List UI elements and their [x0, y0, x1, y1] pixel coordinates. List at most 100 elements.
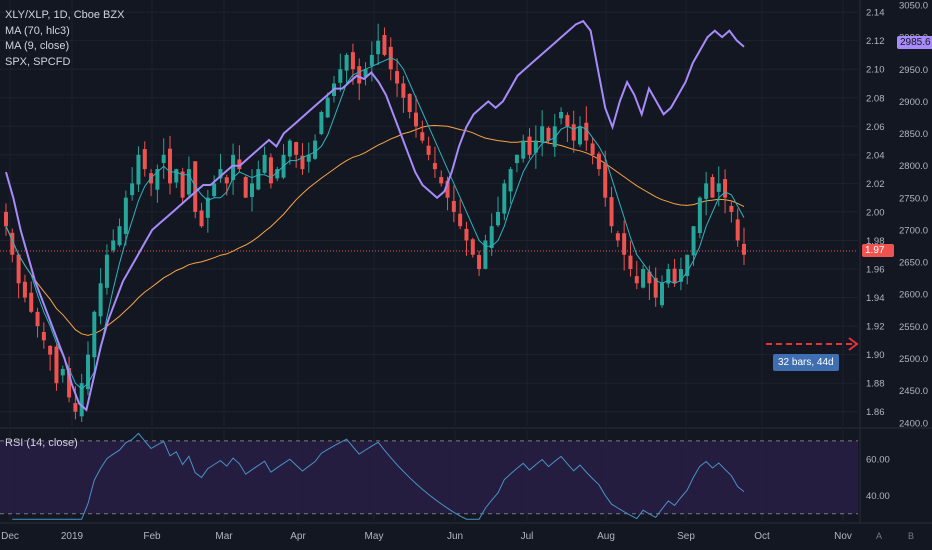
candle-body: [483, 240, 488, 269]
rsi-axis-ticks: 40.00 60.00: [866, 455, 890, 502]
ma9-label[interactable]: MA (9, close): [5, 40, 70, 52]
candle-body: [691, 226, 696, 256]
rsi-line: [12, 432, 745, 520]
candle-body: [641, 269, 646, 288]
price-tick-label: 2.14: [866, 8, 885, 19]
candle-body: [615, 233, 620, 241]
candle-body: [41, 331, 46, 341]
candle-body: [306, 154, 311, 162]
candle-body: [300, 155, 305, 170]
candle-body: [578, 126, 582, 145]
rsi-tick-label: 40.00: [866, 491, 890, 502]
candle-body: [369, 54, 374, 66]
candle-body: [319, 112, 324, 135]
log-scale-button[interactable]: B: [908, 531, 915, 541]
candle-body: [533, 140, 538, 153]
candle-body: [268, 157, 273, 184]
time-tick-label: Nov: [834, 531, 852, 542]
candle-body: [742, 243, 746, 255]
candle-body: [584, 122, 589, 141]
time-axis-ticks: Dec 2019 Feb Mar Apr May Jun Jul Aug Sep Oct Nov: [1, 531, 852, 542]
candle-body: [16, 254, 21, 284]
candle-body: [716, 183, 721, 192]
candle-body: [439, 177, 444, 184]
candle-body: [729, 205, 734, 212]
candle-body: [546, 127, 551, 141]
candle-body: [180, 171, 185, 198]
candle-body: [634, 276, 639, 284]
measure-arrow: [766, 337, 859, 351]
rsi-label[interactable]: RSI (14, close): [5, 437, 78, 449]
price-tick-label: 2.06: [866, 122, 885, 133]
candle-body: [92, 311, 97, 358]
candle-body: [451, 200, 456, 212]
candle-body: [294, 142, 299, 155]
candle-body: [666, 269, 671, 284]
spx-tick-label: 2950.0: [899, 65, 928, 76]
candle-body: [35, 311, 40, 327]
price-axis-ticks: 1.86 1.88 1.90 1.92 1.94 1.96 1.98 2.00 2.02 2.04…: [866, 8, 885, 419]
candle-body: [287, 140, 292, 157]
price-tick-label: 2.02: [866, 179, 885, 190]
candle-body: [401, 83, 406, 98]
price-tick-label: 2.12: [866, 36, 885, 47]
price-tick-label: 1.94: [866, 293, 885, 304]
candle-body: [357, 66, 362, 84]
price-tick-label: 2.10: [866, 65, 885, 76]
candle-body: [489, 226, 494, 248]
symbol-label[interactable]: XLY/XLP, 1D, Cboe BZX: [5, 9, 125, 21]
candle-body: [678, 269, 683, 282]
ma9-line: [5, 57, 745, 390]
candle-body: [60, 368, 65, 376]
candle-body: [142, 149, 147, 170]
candle-body: [414, 112, 418, 127]
candle-body: [458, 213, 463, 227]
candle-body: [477, 255, 482, 270]
spx-tick-label: 2400.0: [899, 418, 928, 429]
candle-body: [168, 148, 172, 184]
last-price-badge: 1.97: [862, 244, 894, 257]
candles: [4, 23, 746, 422]
spx-series: [5, 19, 745, 412]
candle-body: [407, 93, 412, 113]
spx-tick-label: 3050.0: [899, 1, 928, 12]
candle-body: [514, 154, 519, 164]
chart-legend: XLY/XLP, 1D, Cboe BZX MA (70, hlc3) MA (…: [5, 8, 124, 70]
spx-tick-label: 2500.0: [899, 354, 928, 365]
candle-body: [275, 169, 280, 179]
spx-label[interactable]: SPX, SPCFD: [5, 55, 71, 68]
candle-body: [262, 154, 267, 173]
candle-body: [710, 176, 715, 198]
candle-body: [395, 71, 400, 84]
ma9-series: [5, 57, 745, 390]
time-tick-label: Sep: [677, 531, 695, 542]
spx-tick-label: 2750.0: [899, 193, 928, 204]
candle-body: [224, 177, 229, 184]
ma70-label[interactable]: MA (70, hlc3): [5, 24, 70, 37]
candle-body: [237, 159, 242, 170]
spx-tick-label: 2450.0: [899, 386, 928, 397]
measure-badge[interactable]: 32 bars, 44d: [773, 354, 839, 371]
candle-body: [243, 177, 248, 198]
candle-body: [22, 281, 27, 298]
candle-body: [344, 54, 349, 71]
candle-body: [155, 169, 160, 190]
candle-body: [73, 403, 78, 412]
ma70-series: [5, 124, 745, 336]
candle-body: [521, 140, 526, 159]
candle-body: [426, 145, 431, 155]
auto-scale-button[interactable]: A: [876, 531, 883, 541]
candle-body: [622, 233, 627, 255]
candle-body: [508, 169, 513, 192]
candle-body: [382, 35, 387, 55]
candle-body: [325, 97, 330, 118]
candle-body: [136, 154, 141, 185]
candle-body: [464, 228, 469, 241]
candle-body: [697, 197, 702, 234]
candle-body: [596, 153, 601, 170]
candle-body: [54, 346, 59, 384]
candle-body: [338, 69, 343, 83]
candle-body: [212, 183, 217, 197]
time-tick-label: Mar: [215, 531, 233, 542]
